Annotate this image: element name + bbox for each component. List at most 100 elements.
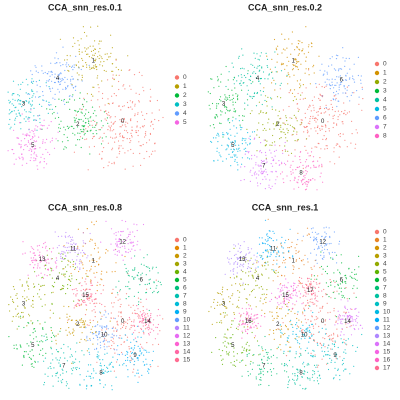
cell-point	[116, 245, 118, 247]
cell-point	[296, 80, 298, 82]
cell-point	[243, 115, 245, 117]
cell-point	[86, 48, 88, 50]
cell-point	[287, 72, 289, 74]
cell-point	[237, 99, 239, 101]
cell-point	[247, 152, 250, 154]
cell-point	[294, 140, 296, 142]
cell-point	[89, 66, 91, 68]
cell-point	[228, 94, 230, 97]
cell-point	[267, 256, 269, 258]
cell-point	[215, 337, 217, 339]
cell-point	[249, 349, 251, 351]
cell-point	[305, 183, 307, 185]
cell-point	[30, 305, 32, 307]
cell-point	[278, 296, 281, 298]
cell-point	[344, 79, 347, 81]
cell-point	[284, 123, 286, 126]
legend-label: 7	[383, 285, 387, 292]
cell-point	[57, 74, 59, 76]
cell-point	[344, 315, 346, 317]
cell-point	[56, 278, 58, 280]
cell-point	[309, 283, 311, 285]
cell-point	[25, 111, 27, 113]
cell-point	[214, 116, 216, 118]
cell-point	[105, 119, 107, 121]
cell-point	[306, 329, 308, 331]
cell-point	[89, 322, 91, 324]
cell-point	[296, 340, 298, 342]
cell-point	[306, 364, 308, 366]
cell-point	[108, 103, 110, 105]
cell-point	[42, 72, 44, 74]
cell-point	[63, 245, 65, 247]
cell-point	[242, 320, 244, 322]
cell-point	[146, 283, 148, 285]
cell-point	[30, 357, 32, 359]
cell-point	[153, 330, 155, 332]
cell-point	[68, 327, 70, 329]
cell-point	[52, 247, 54, 249]
cell-point	[223, 305, 226, 307]
cell-point	[218, 135, 220, 137]
cell-point	[327, 347, 329, 349]
cell-point	[262, 178, 264, 181]
cell-point	[144, 316, 146, 318]
cell-point	[49, 274, 51, 276]
cell-point	[296, 120, 298, 122]
cell-point	[50, 251, 53, 253]
cell-point	[319, 377, 321, 379]
cell-point	[38, 296, 40, 298]
cell-point	[134, 103, 136, 105]
cell-point	[220, 81, 222, 83]
cell-point	[243, 148, 245, 150]
cell-point	[324, 239, 326, 241]
cell-point	[42, 246, 44, 248]
cell-point	[280, 131, 282, 133]
cell-point	[27, 285, 29, 287]
cell-point	[304, 330, 306, 332]
cell-point	[240, 129, 242, 131]
cell-point	[144, 118, 146, 120]
cell-point	[307, 293, 309, 295]
cell-point	[144, 328, 147, 330]
cell-point	[28, 118, 30, 120]
cell-point	[55, 262, 57, 264]
cell-point	[276, 247, 278, 249]
cell-point	[323, 343, 325, 345]
cell-point	[326, 273, 328, 275]
cell-point	[138, 354, 140, 356]
cell-point	[302, 98, 304, 100]
cell-point	[110, 228, 113, 230]
cell-point	[318, 247, 320, 249]
cell-point	[260, 170, 263, 172]
cell-point	[227, 79, 229, 81]
cell-point	[93, 299, 95, 301]
cell-point	[344, 65, 346, 67]
cell-point	[258, 136, 260, 138]
cell-point	[306, 138, 308, 140]
cell-point	[329, 311, 331, 313]
cell-point	[291, 293, 293, 295]
cell-point	[38, 344, 40, 346]
cluster-label: 0	[321, 119, 325, 125]
cell-point	[82, 267, 84, 269]
cell-point	[244, 102, 246, 104]
cluster-label: 14	[344, 319, 351, 325]
cell-point	[333, 307, 335, 310]
cell-point	[282, 252, 284, 254]
cell-point	[129, 119, 132, 121]
cell-point	[258, 243, 261, 245]
cell-point	[306, 171, 308, 173]
legend-label: 15	[383, 349, 391, 356]
cell-point	[321, 347, 323, 349]
cell-point	[277, 53, 279, 55]
cell-point	[286, 75, 288, 77]
cell-point	[52, 385, 54, 387]
cell-point	[115, 243, 117, 245]
cluster-label: 8	[299, 170, 303, 176]
cell-point	[49, 108, 51, 110]
cell-point	[291, 308, 293, 310]
cell-point	[292, 68, 294, 70]
cell-point	[233, 262, 235, 264]
cell-point	[262, 90, 264, 93]
